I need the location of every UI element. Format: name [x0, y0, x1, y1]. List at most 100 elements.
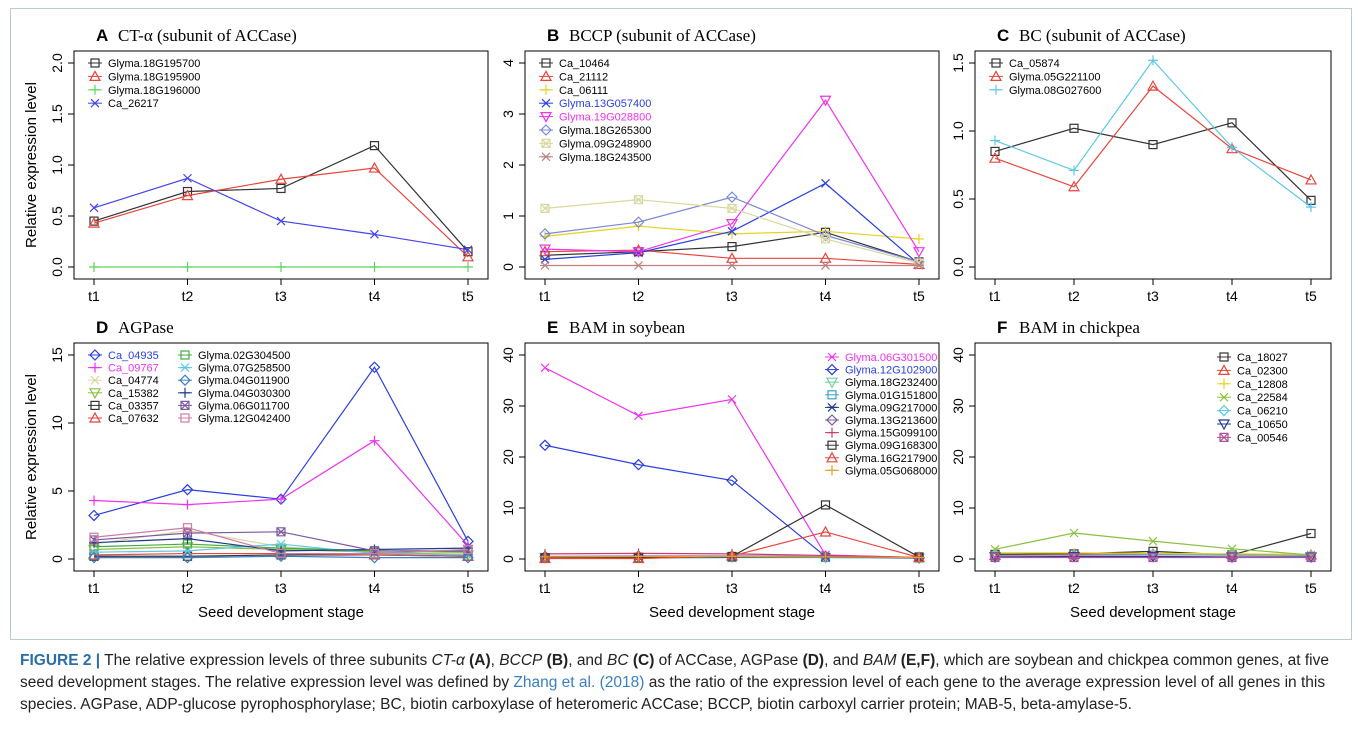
series-line [93, 144, 469, 253]
data-point [370, 229, 379, 239]
legend-label: Glyma.01G151800 [845, 390, 937, 402]
data-point [182, 546, 193, 556]
series-line [93, 167, 469, 258]
panel-a: A CT-α (subunit of ACCase) 0.0 0.5 1.0 1.5 2.0… [23, 26, 489, 304]
legend-label: Glyma.09G248900 [559, 138, 651, 150]
y-tick-label: 0.5 [950, 189, 966, 209]
legend-label: Glyma.09G168300 [845, 440, 937, 452]
data-point [725, 252, 739, 263]
caption-segment: (B) [546, 652, 569, 669]
legend-marker [180, 363, 190, 373]
legend-label: Ca_04774 [108, 375, 159, 387]
y-tick-label: 2.0 [49, 53, 65, 73]
data-point [89, 203, 99, 213]
caption-segment: , which are soybean and chickpea common … [20, 652, 1329, 691]
data-point [1306, 552, 1316, 563]
panel-letter: F [997, 318, 1007, 337]
y-tick-label: 5 [49, 487, 65, 495]
x-tick-label: t5 [913, 288, 925, 304]
data-point [276, 494, 286, 505]
y-tick-label: 1.5 [950, 53, 966, 73]
legend-marker [90, 400, 100, 410]
legend-label: Ca_05874 [1009, 58, 1060, 70]
legend-marker [90, 362, 100, 373]
y-tick-label: 0.5 [49, 206, 65, 226]
legend-label: Glyma.07G258500 [198, 363, 290, 375]
data-point [182, 528, 193, 538]
legend-label: Ca_21112 [559, 71, 608, 83]
data-point [181, 551, 194, 564]
x-axis-label: Seed development stage [1070, 604, 1236, 621]
data-point [463, 262, 473, 272]
x-tick-label: t5 [1305, 288, 1317, 304]
legend-marker [827, 465, 837, 476]
legend-marker [826, 363, 838, 376]
x-tick-label: t4 [1226, 288, 1238, 304]
data-point [632, 458, 645, 471]
data-point [914, 552, 924, 563]
data-point [727, 226, 737, 236]
legend-label: Ca_12808 [1237, 379, 1288, 391]
x-tick-label: t4 [1226, 580, 1238, 596]
caption-segment: The relative expression levels of three … [100, 652, 432, 669]
data-point [463, 247, 473, 257]
x-tick-label: t4 [820, 580, 832, 596]
legend-marker [88, 411, 102, 423]
data-point [276, 548, 286, 559]
data-point [1306, 202, 1316, 213]
legend-marker [541, 58, 551, 68]
caption-reference-link[interactable]: Zhang et al. (2018) [513, 674, 645, 691]
y-tick-label: 0.0 [950, 257, 966, 277]
data-point [368, 551, 381, 564]
legend-marker [827, 352, 837, 362]
x-tick-label: t2 [633, 288, 645, 304]
legend-label: Glyma.15G099100 [845, 428, 937, 440]
y-tick-label: 30 [950, 398, 966, 414]
caption-segment: (A) [469, 652, 491, 669]
data-point [538, 245, 552, 257]
y-tick-label: 4 [500, 59, 516, 67]
legend-marker [541, 138, 551, 148]
y-tick-label: 1.5 [49, 104, 65, 124]
series-glyma-19g028800 [538, 95, 926, 258]
y-tick-label: 40 [950, 347, 966, 363]
series-glyma-18g196000 [89, 262, 473, 272]
data-point [819, 525, 832, 537]
data-point [89, 495, 99, 506]
data-point [820, 234, 831, 244]
legend-marker [539, 111, 553, 123]
legend-label: Ca_04935 [108, 350, 159, 362]
panel-title: BAM in chickpea [1019, 318, 1140, 337]
data-point [87, 216, 101, 228]
data-point [819, 252, 832, 263]
y-tick-label: 1.0 [49, 155, 65, 175]
legend-label: Ca_18027 [1237, 352, 1288, 364]
x-tick-label: t2 [182, 288, 194, 304]
legend-marker [89, 349, 101, 361]
data-point [369, 435, 380, 446]
panel-title: BAM in soybean [569, 318, 686, 337]
series-glyma-08g027600 [990, 55, 1316, 213]
data-point [182, 523, 193, 533]
x-axis-label: Seed development stage [198, 604, 364, 621]
legend-marker [825, 451, 839, 463]
data-point [819, 95, 832, 107]
data-point [463, 544, 473, 555]
series-glyma-18g195900 [87, 161, 475, 262]
legend-label: Glyma.18G196000 [108, 85, 200, 97]
legend-label: Glyma.18G232400 [845, 377, 937, 389]
data-point [461, 250, 475, 262]
legend-marker [90, 84, 100, 95]
legend-label: Ca_06210 [1237, 406, 1288, 418]
x-tick-label: t2 [1068, 288, 1080, 304]
data-point [538, 552, 552, 564]
figure-charts: A CT-α (subunit of ACCase) 0.0 0.5 1.0 1.5 2.0… [23, 26, 1332, 621]
legend-label: Ca_10650 [1237, 419, 1288, 431]
data-point [912, 247, 926, 258]
series-glyma-18g243500 [540, 261, 924, 270]
legend-marker [180, 350, 190, 360]
legend-label: Ca_06111 [559, 85, 608, 97]
panel-letter: A [96, 26, 108, 45]
